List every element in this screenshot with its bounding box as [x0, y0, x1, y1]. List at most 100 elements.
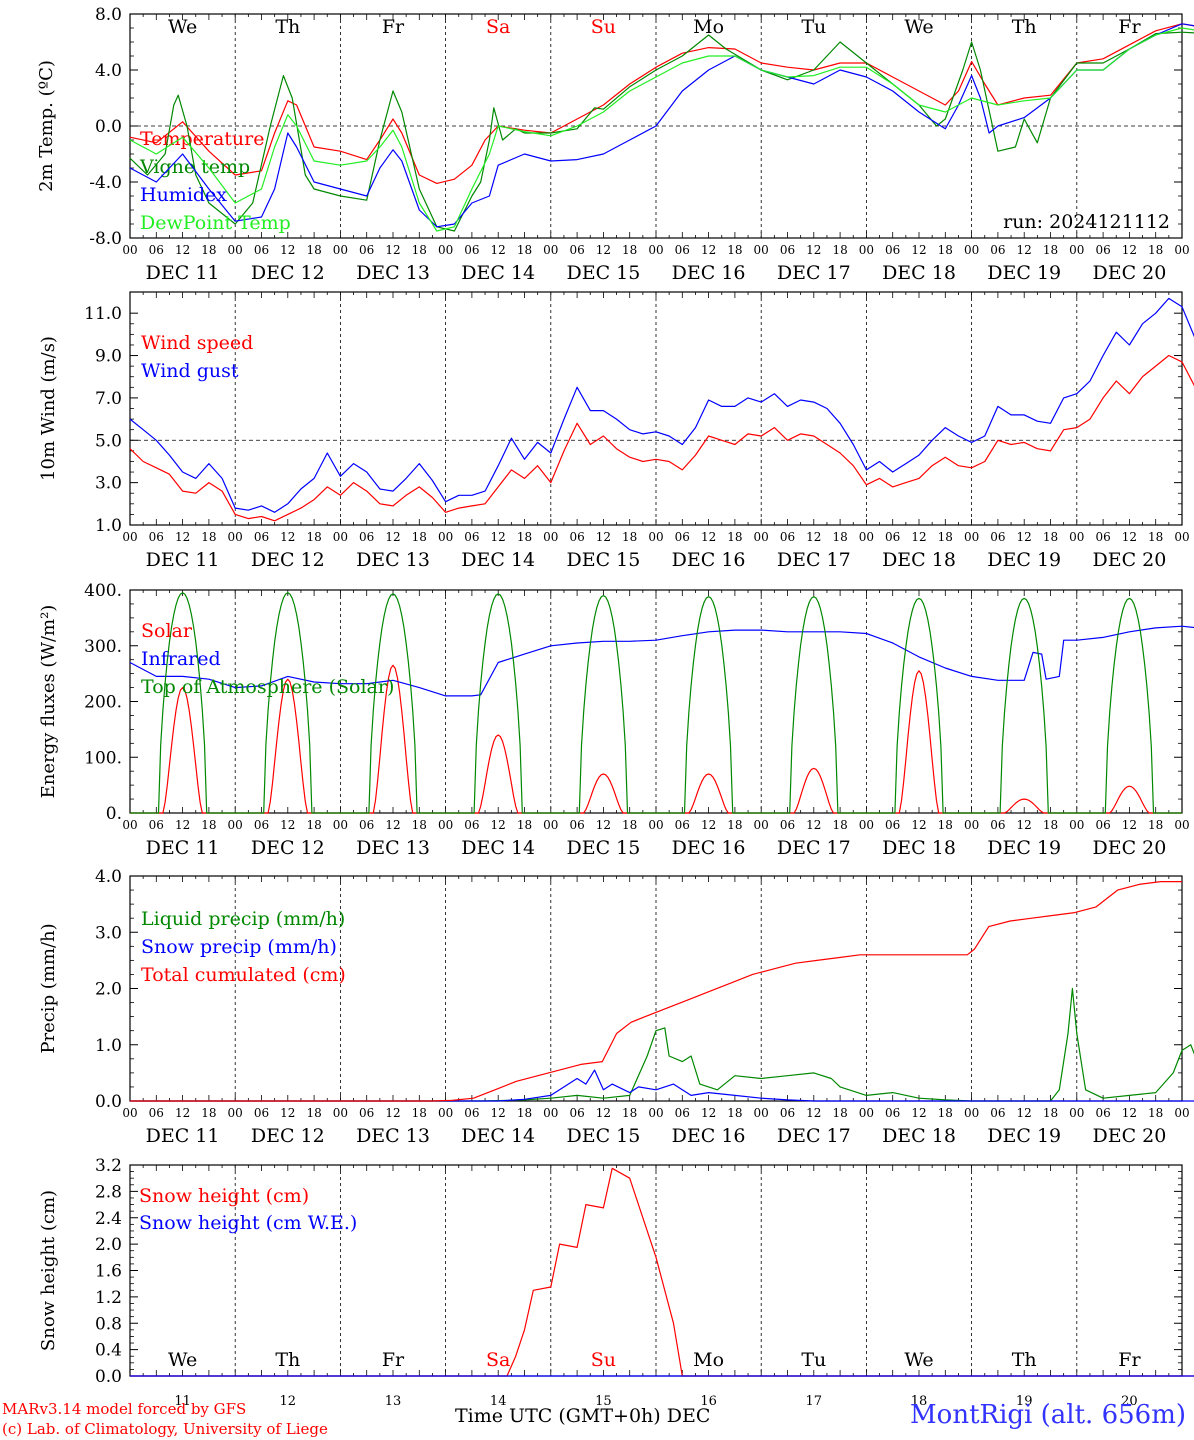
hour-tick-label: 12 — [175, 818, 190, 832]
y-tick-label: 4.0 — [95, 867, 122, 887]
hour-tick-label: 06 — [780, 818, 795, 832]
y-tick-label: 9.0 — [95, 347, 122, 367]
date-label: DEC 16 — [672, 837, 746, 859]
weekday-label: Su — [591, 1349, 616, 1371]
hour-tick-label: 06 — [254, 530, 269, 544]
day-number-label: 11 — [174, 1394, 191, 1409]
hour-tick-label: 18 — [832, 530, 847, 544]
hour-tick-label: 18 — [412, 243, 427, 257]
hour-tick-label: 12 — [1017, 1106, 1032, 1120]
hour-tick-label: 06 — [464, 243, 479, 257]
hour-tick-label: 00 — [754, 1106, 769, 1120]
hour-tick-label: 00 — [543, 818, 558, 832]
series-line-1 — [130, 1069, 1194, 1102]
hour-tick-label: 06 — [254, 818, 269, 832]
y-axis-label: Energy fluxes (W/m²) — [38, 605, 59, 799]
hour-tick-label: 06 — [569, 818, 584, 832]
hour-tick-label: 18 — [938, 818, 953, 832]
day-number-label: 13 — [385, 1394, 402, 1409]
hour-tick-label: 12 — [1017, 530, 1032, 544]
hour-tick-label: 06 — [359, 243, 374, 257]
hour-tick-label: 12 — [911, 530, 926, 544]
hour-tick-label: 00 — [228, 1106, 243, 1120]
hour-tick-label: 12 — [911, 243, 926, 257]
day-number-label: 18 — [911, 1394, 928, 1409]
y-axis-label: Snow height (cm) — [38, 1190, 59, 1351]
y-tick-label: 3.0 — [95, 923, 122, 943]
series-line-2 — [130, 592, 1182, 814]
panel-frame — [129, 589, 1183, 814]
date-label: DEC 20 — [1092, 1125, 1166, 1147]
hour-tick-label: 18 — [727, 818, 742, 832]
date-label: DEC 19 — [987, 262, 1061, 284]
hour-tick-label: 12 — [1017, 818, 1032, 832]
weekday-label: Th — [1012, 1349, 1037, 1371]
hour-tick-label: 00 — [1069, 530, 1084, 544]
hour-tick-label: 00 — [1069, 818, 1084, 832]
hour-tick-label: 18 — [306, 1106, 321, 1120]
hour-tick-label: 00 — [438, 530, 453, 544]
date-label: DEC 13 — [356, 1125, 430, 1147]
date-label: DEC 18 — [882, 262, 956, 284]
date-label: DEC 12 — [251, 1125, 325, 1147]
legend-entry: Snow precip (mm/h) — [141, 936, 337, 958]
legend-entry: Snow height (cm) — [139, 1185, 309, 1207]
hour-tick-label: 12 — [385, 1106, 400, 1120]
hour-tick-label: 18 — [622, 530, 637, 544]
date-label: DEC 14 — [461, 262, 535, 284]
hour-tick-label: 00 — [333, 243, 348, 257]
date-label: DEC 17 — [777, 549, 851, 571]
hour-tick-label: 06 — [675, 243, 690, 257]
series-line-2 — [130, 880, 1182, 1102]
hour-tick-label: 12 — [385, 530, 400, 544]
hour-tick-label: 06 — [149, 530, 164, 544]
hour-tick-label: 18 — [412, 818, 427, 832]
hour-tick-label: 00 — [648, 530, 663, 544]
y-tick-label: 7.0 — [95, 389, 122, 409]
date-label: DEC 14 — [461, 1125, 535, 1147]
run-label: run: 2024121112 — [1003, 211, 1170, 233]
panel-3 — [129, 589, 1183, 814]
hour-tick-label: 12 — [701, 243, 716, 257]
hour-tick-label: 00 — [859, 530, 874, 544]
y-tick-label: 400. — [84, 581, 122, 601]
hour-tick-label: 00 — [543, 530, 558, 544]
legend-entry: Total cumulated (cm) — [141, 964, 346, 986]
hour-tick-label: 18 — [412, 1106, 427, 1120]
hour-tick-label: 18 — [622, 1106, 637, 1120]
weekday-label: We — [904, 1349, 933, 1371]
hour-tick-label: 12 — [280, 530, 295, 544]
y-axis-label: Precip (mm/h) — [38, 923, 59, 1053]
hour-tick-label: 12 — [1122, 243, 1137, 257]
weekday-label: We — [904, 16, 933, 38]
y-tick-label: 2.8 — [95, 1182, 122, 1202]
hour-tick-label: 18 — [306, 243, 321, 257]
date-label: DEC 20 — [1092, 549, 1166, 571]
hour-tick-label: 12 — [701, 1106, 716, 1120]
day-number-label: 14 — [490, 1394, 507, 1409]
day-number-label: 19 — [1016, 1394, 1033, 1409]
hour-tick-label: 00 — [964, 1106, 979, 1120]
hour-tick-label: 00 — [333, 530, 348, 544]
hour-tick-label: 00 — [964, 243, 979, 257]
y-tick-label: 1.2 — [95, 1288, 122, 1308]
legend-entry: DewPoint Temp — [140, 212, 291, 234]
hour-tick-label: 18 — [1148, 818, 1163, 832]
hour-tick-label: 18 — [622, 818, 637, 832]
hour-tick-label: 00 — [228, 243, 243, 257]
date-label: DEC 13 — [356, 837, 430, 859]
date-label: DEC 12 — [251, 262, 325, 284]
y-tick-label: 3.2 — [95, 1156, 122, 1176]
y-tick-label: 2.0 — [95, 1235, 122, 1255]
hour-tick-label: 12 — [701, 530, 716, 544]
weekday-label: Th — [1012, 16, 1037, 38]
hour-tick-label: 06 — [675, 530, 690, 544]
day-number-label: 12 — [280, 1394, 297, 1409]
hour-tick-label: 06 — [1095, 243, 1110, 257]
hour-tick-label: 00 — [1174, 530, 1189, 544]
y-tick-label: 11.0 — [84, 304, 122, 324]
hour-tick-label: 18 — [727, 530, 742, 544]
hour-tick-label: 18 — [938, 530, 953, 544]
hour-tick-label: 06 — [885, 818, 900, 832]
legend-entry: Humidex — [140, 184, 227, 206]
